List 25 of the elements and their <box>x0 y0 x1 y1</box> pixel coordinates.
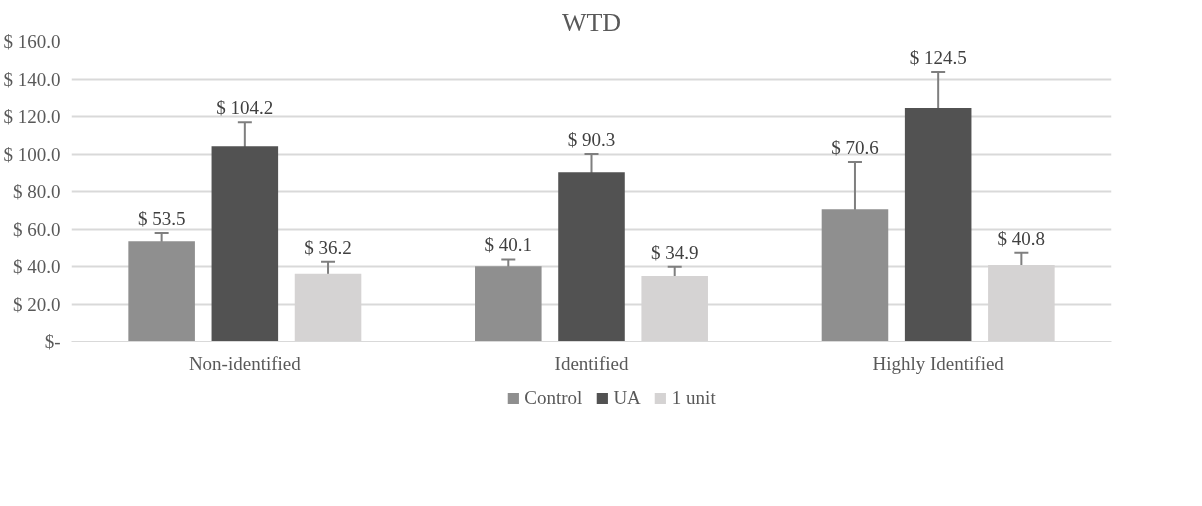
legend-label: 1 unit <box>671 387 716 409</box>
y-tick-label: $ 60.0 <box>13 218 61 240</box>
y-tick-label: $ 160.0 <box>3 31 61 52</box>
data-label: $ 124.5 <box>909 47 967 69</box>
x-tick-label: Non-identified <box>188 352 302 374</box>
y-tick-label: $ 140.0 <box>3 68 61 90</box>
data-label: $ 70.6 <box>831 137 879 159</box>
legend-label: UA <box>613 387 641 409</box>
y-tick-label: $ 20.0 <box>13 293 61 315</box>
chart-title: WTD <box>561 7 622 37</box>
data-label: $ 53.5 <box>137 207 186 229</box>
y-tick-label: $- <box>44 331 61 352</box>
data-label: $ 90.3 <box>567 129 616 150</box>
data-label: $ 36.2 <box>304 236 352 258</box>
data-label: $ 104.2 <box>216 97 274 119</box>
x-tick-label: Identified <box>554 352 629 374</box>
x-tick-label: Highly Identified <box>872 352 1005 374</box>
y-tick-label: $ 120.0 <box>3 106 61 127</box>
y-tick-label: $ 80.0 <box>13 181 61 202</box>
y-tick-label: $ 40.0 <box>13 256 61 277</box>
data-label: $ 40.8 <box>997 227 1046 249</box>
legend-label: Control <box>524 387 583 409</box>
data-label: $ 40.1 <box>484 234 533 256</box>
y-tick-label: $ 100.0 <box>3 143 61 165</box>
data-label: $ 34.9 <box>650 241 699 263</box>
